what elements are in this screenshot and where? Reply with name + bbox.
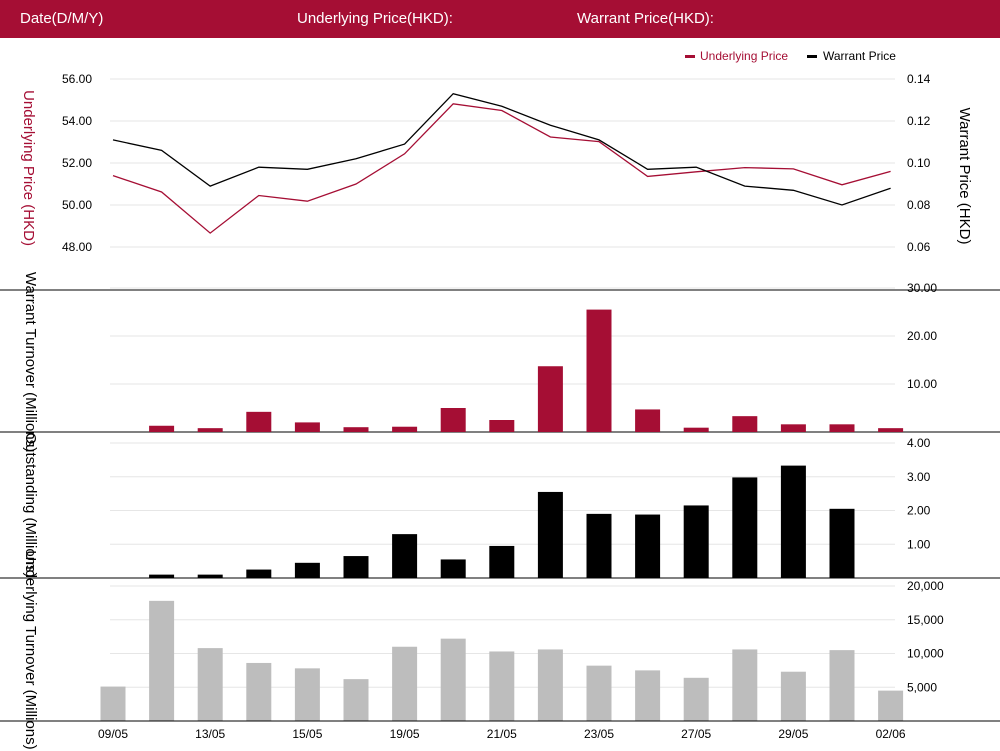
- y-axis-title: Outstanding (Millions): [22, 432, 39, 577]
- outstanding-bar: [683, 505, 709, 578]
- header-bar: Date(D/M/Y) Underlying Price(HKD): Warra…: [0, 0, 1000, 38]
- outstanding-bar: [537, 491, 563, 578]
- underlying-turnover-bar: [732, 649, 758, 721]
- y-tick-label: 15,000: [907, 613, 944, 627]
- warrant-turnover-bar: [294, 422, 320, 432]
- y-right-tick-label: 0.06: [907, 240, 931, 254]
- legend-underlying-swatch: [685, 55, 695, 58]
- underlying-turnover-bar: [878, 690, 904, 721]
- warrant-turnover-bar: [586, 309, 612, 432]
- warrant-price-label: Warrant Price(HKD):: [577, 10, 714, 27]
- x-tick-label: 13/05: [195, 727, 225, 741]
- x-tick-label: 29/05: [778, 727, 808, 741]
- underlying-turnover-bar: [246, 662, 272, 721]
- underlying-turnover-bar: [635, 670, 661, 721]
- y-right-tick-label: 0.08: [907, 198, 931, 212]
- x-tick-label: 19/05: [390, 727, 420, 741]
- y-tick-label: 2.00: [907, 504, 931, 518]
- legend-warrant-swatch: [807, 55, 817, 58]
- warrant-turnover-bar: [537, 366, 563, 432]
- underlying-turnover-bar: [149, 600, 175, 721]
- underlying-turnover-bar: [392, 646, 418, 721]
- y-left-axis-title: Underlying Price (HKD): [20, 90, 37, 246]
- y-tick-label: 5,000: [907, 680, 937, 694]
- y-tick-label: 3.00: [907, 470, 931, 484]
- y-tick-label: 30.00: [907, 281, 937, 295]
- outstanding-bar: [586, 513, 612, 578]
- y-left-tick-label: 50.00: [62, 198, 92, 212]
- y-axis-title: Warrant Turnover (Millions): [22, 272, 39, 452]
- warrant-price-line: [112, 92, 891, 206]
- warrant-turnover-bar: [246, 411, 272, 432]
- outstanding-bar: [149, 574, 175, 578]
- warrant-turnover-bar: [149, 425, 175, 432]
- underlying-turnover-bar: [440, 638, 466, 721]
- outstanding-bar: [780, 465, 806, 578]
- x-tick-label: 02/06: [876, 727, 906, 741]
- warrant-turnover-bar: [440, 408, 466, 432]
- y-tick-label: 1.00: [907, 537, 931, 551]
- warrant-turnover-bar: [392, 426, 418, 432]
- outstanding-bar: [294, 562, 320, 578]
- underlying-turnover-bar: [294, 668, 320, 721]
- legend-warrant-label: Warrant Price: [823, 49, 896, 63]
- outstanding-bar: [635, 514, 661, 578]
- y-right-tick-label: 0.10: [907, 156, 931, 170]
- date-label: Date(D/M/Y): [20, 10, 104, 27]
- warrant-turnover-bar: [829, 424, 855, 432]
- underlying-turnover-bar: [586, 665, 612, 721]
- underlying-turnover-bar: [100, 686, 126, 721]
- outstanding-bar: [829, 508, 855, 578]
- warrant-turnover-bar: [683, 427, 709, 432]
- outstanding-bar: [197, 574, 223, 578]
- y-tick-label: 20,000: [907, 579, 944, 593]
- warrant-turnover-bar: [732, 416, 758, 432]
- warrant-turnover-bar: [635, 409, 661, 432]
- y-left-tick-label: 54.00: [62, 114, 92, 128]
- underlying-turnover-bar: [489, 651, 515, 721]
- warrant-turnover-bar: [780, 424, 806, 432]
- y-tick-label: 20.00: [907, 329, 937, 343]
- y-right-tick-label: 0.12: [907, 114, 931, 128]
- underlying-turnover-bar: [683, 677, 709, 721]
- underlying-turnover-bar: [780, 671, 806, 721]
- y-right-axis-title: Warrant Price (HKD): [956, 108, 973, 245]
- warrant-turnover-bar: [197, 428, 223, 432]
- y-tick-label: 4.00: [907, 436, 931, 450]
- x-tick-label: 23/05: [584, 727, 614, 741]
- underlying-turnover-bar: [343, 679, 369, 721]
- x-tick-label: 15/05: [292, 727, 322, 741]
- warrant-turnover-bar: [878, 428, 904, 432]
- x-tick-label: 09/05: [98, 727, 128, 741]
- y-axis-title: Underlying Turnover (Millions): [22, 550, 39, 749]
- outstanding-bar: [732, 477, 758, 578]
- outstanding-bar: [246, 569, 272, 578]
- legend-underlying-label: Underlying Price: [700, 49, 788, 63]
- underlying-turnover-bar: [537, 649, 563, 721]
- y-left-tick-label: 52.00: [62, 156, 92, 170]
- underlying-price-line: [112, 103, 891, 234]
- y-right-tick-label: 0.14: [907, 72, 931, 86]
- underlying-price-label: Underlying Price(HKD):: [297, 10, 453, 27]
- y-left-tick-label: 56.00: [62, 72, 92, 86]
- warrant-turnover-bar: [343, 427, 369, 432]
- underlying-turnover-bar: [197, 648, 223, 721]
- outstanding-bar: [343, 556, 369, 578]
- outstanding-bar: [489, 545, 515, 578]
- x-tick-label: 27/05: [681, 727, 711, 741]
- outstanding-bar: [392, 534, 418, 578]
- underlying-turnover-bar: [829, 650, 855, 721]
- x-tick-label: 21/05: [487, 727, 517, 741]
- y-tick-label: 10.00: [907, 377, 937, 391]
- y-tick-label: 10,000: [907, 647, 944, 661]
- outstanding-bar: [440, 559, 466, 578]
- warrant-turnover-bar: [489, 420, 515, 432]
- warrant-chart: 56.00 54.00 52.00 50.00 48.00 0.14 0.12 0.10 0.0…: [0, 49, 1000, 750]
- y-left-tick-label: 48.00: [62, 240, 92, 254]
